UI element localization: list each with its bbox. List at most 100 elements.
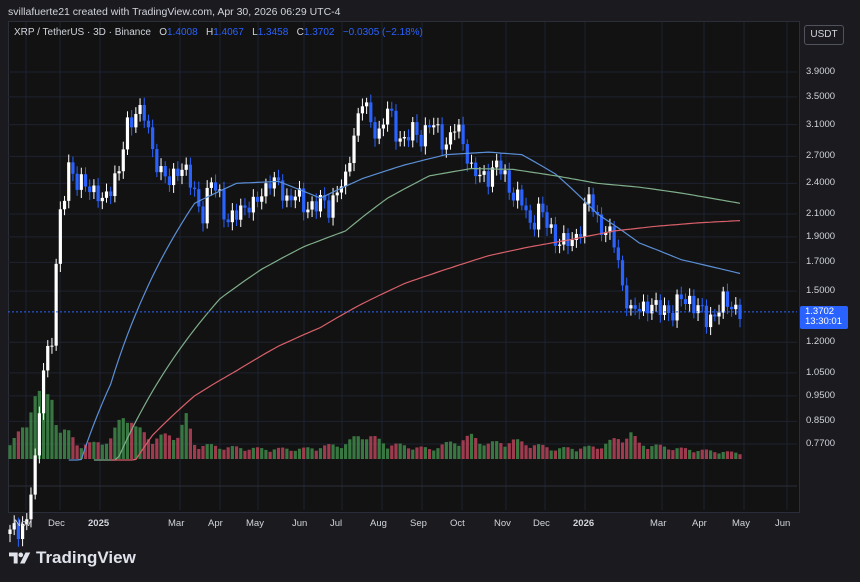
volume-bar bbox=[33, 396, 37, 459]
candle-body bbox=[553, 224, 558, 246]
volume-bar bbox=[62, 429, 67, 459]
price-tick-label: 3.9000 bbox=[806, 66, 836, 77]
candle-body bbox=[411, 122, 415, 141]
candle-body bbox=[667, 305, 671, 313]
volume-bar bbox=[360, 439, 365, 459]
volume-bar bbox=[566, 447, 570, 459]
volume-bar bbox=[528, 447, 532, 459]
candle-body bbox=[323, 194, 327, 201]
volume-bar bbox=[16, 431, 20, 459]
candle-body bbox=[683, 299, 688, 305]
ma-slow-line bbox=[110, 220, 741, 461]
candle-body bbox=[717, 312, 721, 317]
candle-body bbox=[608, 226, 612, 233]
candle-body bbox=[679, 294, 683, 300]
candle-body bbox=[134, 113, 138, 128]
volume-bar bbox=[230, 446, 234, 459]
volume-bar bbox=[356, 436, 360, 459]
time-tick-label: 2025 bbox=[88, 518, 110, 529]
volume-bar bbox=[79, 448, 83, 459]
candle-body bbox=[297, 188, 302, 197]
volume-bar bbox=[113, 427, 117, 459]
volume-bar bbox=[96, 442, 100, 459]
candle-body bbox=[67, 162, 71, 201]
candle-body bbox=[352, 135, 356, 164]
volume-bar bbox=[675, 448, 679, 459]
volume-bar bbox=[92, 441, 96, 459]
volume-bar bbox=[486, 443, 490, 459]
volume-bar bbox=[339, 448, 344, 459]
volume-bar bbox=[58, 432, 62, 459]
candle-body bbox=[662, 305, 667, 315]
volume-bar bbox=[142, 432, 146, 459]
volume-bar bbox=[688, 449, 692, 459]
price-tick-label: 2.1000 bbox=[806, 207, 836, 219]
time-tick-label: Jun bbox=[775, 518, 791, 529]
volume-bar bbox=[138, 427, 142, 459]
currency-button[interactable]: USDT bbox=[804, 25, 844, 45]
volume-bar bbox=[54, 425, 58, 459]
volume-bar bbox=[696, 451, 700, 459]
volume-bar bbox=[646, 448, 650, 459]
candle-body bbox=[658, 300, 662, 315]
volume-bar bbox=[213, 445, 218, 459]
volume-bar bbox=[390, 445, 394, 459]
volume-bar bbox=[679, 447, 683, 459]
volume-bar bbox=[511, 439, 516, 459]
volume-bar bbox=[167, 435, 172, 459]
candle-body bbox=[671, 312, 675, 321]
volume-bar bbox=[562, 447, 566, 459]
candle-body bbox=[528, 210, 532, 223]
volume-bar bbox=[29, 412, 33, 459]
candle-body bbox=[700, 305, 704, 307]
candle-body bbox=[360, 106, 365, 114]
candle-body bbox=[109, 191, 113, 197]
volume-bar bbox=[604, 443, 608, 459]
volume-bar bbox=[637, 442, 641, 459]
candle-body bbox=[365, 102, 369, 107]
candle-body bbox=[704, 305, 709, 328]
candle-body bbox=[318, 194, 323, 212]
volume-bar bbox=[448, 441, 453, 459]
candle-body bbox=[96, 185, 100, 202]
candle-body bbox=[331, 195, 335, 218]
candle-body bbox=[251, 196, 255, 213]
candle-body bbox=[650, 304, 654, 314]
volume-bar bbox=[444, 441, 448, 459]
volume-bar bbox=[180, 424, 184, 459]
time-tick-label: Nov bbox=[14, 518, 31, 529]
volume-bar bbox=[243, 450, 247, 459]
volume-bar bbox=[620, 442, 625, 459]
candle-body bbox=[75, 173, 79, 190]
volume-bar bbox=[721, 452, 725, 459]
volume-bar bbox=[629, 432, 633, 459]
ma-mid-line bbox=[93, 167, 741, 461]
candle-body bbox=[230, 210, 234, 223]
candle-body bbox=[138, 105, 142, 114]
tradingview-logo[interactable]: TradingView bbox=[9, 548, 136, 568]
volume-bar bbox=[88, 442, 92, 459]
candle-body bbox=[641, 301, 646, 312]
volume-bar bbox=[461, 440, 465, 459]
volume-bar bbox=[381, 443, 385, 459]
candle-body bbox=[709, 314, 713, 328]
volume-bar bbox=[281, 447, 285, 459]
volume-bar bbox=[406, 448, 411, 459]
volume-bar bbox=[255, 447, 260, 459]
volume-bar bbox=[738, 454, 742, 459]
candle-body bbox=[79, 174, 83, 190]
volume-bar bbox=[709, 450, 713, 459]
candle-body bbox=[541, 203, 545, 213]
time-tick-label: Aug bbox=[370, 518, 387, 529]
candle-body bbox=[29, 494, 33, 520]
volume-bar bbox=[268, 451, 272, 459]
volume-bar bbox=[616, 439, 620, 459]
volume-bar bbox=[318, 448, 323, 459]
volume-bar bbox=[188, 428, 193, 459]
candle-body bbox=[490, 167, 495, 187]
time-tick-label: Mar bbox=[168, 518, 185, 529]
volume-bar bbox=[725, 451, 730, 459]
volume-bar bbox=[297, 448, 302, 459]
volume-bar bbox=[369, 436, 373, 459]
